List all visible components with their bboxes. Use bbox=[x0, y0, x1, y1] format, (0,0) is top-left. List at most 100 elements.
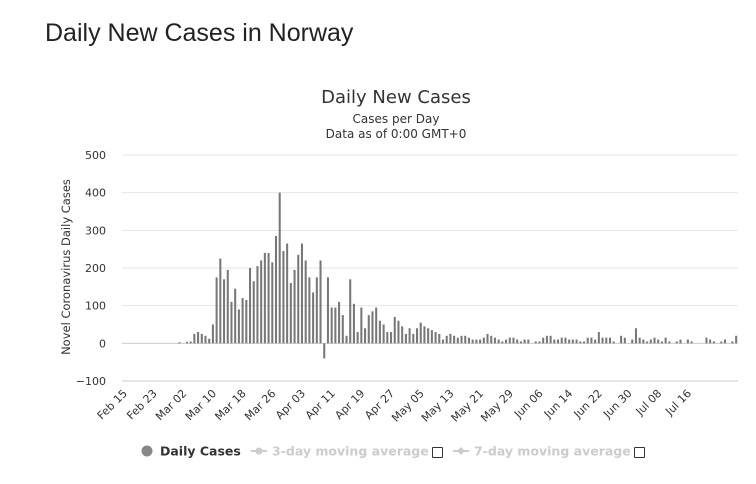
bar[interactable] bbox=[709, 339, 712, 344]
bar[interactable] bbox=[449, 333, 452, 344]
bar[interactable] bbox=[219, 258, 222, 344]
bar[interactable] bbox=[263, 252, 266, 344]
bar[interactable] bbox=[608, 337, 611, 344]
bar[interactable] bbox=[497, 339, 500, 344]
bar[interactable] bbox=[642, 339, 645, 344]
bar[interactable] bbox=[185, 341, 188, 344]
bar[interactable] bbox=[575, 339, 578, 344]
bar[interactable] bbox=[482, 337, 485, 344]
bar[interactable] bbox=[434, 332, 437, 344]
bar[interactable] bbox=[300, 243, 303, 344]
bar[interactable] bbox=[590, 337, 593, 344]
bar[interactable] bbox=[297, 254, 300, 344]
bar[interactable] bbox=[490, 335, 493, 344]
bar[interactable] bbox=[549, 335, 552, 344]
bar[interactable] bbox=[397, 320, 400, 344]
bar[interactable] bbox=[471, 339, 474, 344]
bar[interactable] bbox=[445, 335, 448, 344]
bar[interactable] bbox=[386, 332, 389, 344]
bar[interactable] bbox=[241, 298, 244, 344]
bar[interactable] bbox=[312, 292, 315, 344]
bar[interactable] bbox=[349, 279, 352, 344]
bar[interactable] bbox=[557, 339, 560, 344]
bar[interactable] bbox=[404, 333, 407, 344]
legend-7day-checkbox[interactable] bbox=[634, 447, 645, 458]
bar[interactable] bbox=[538, 341, 541, 344]
bar[interactable] bbox=[638, 337, 641, 344]
bar[interactable] bbox=[412, 333, 415, 344]
bar[interactable] bbox=[215, 277, 218, 344]
legend-3day-checkbox[interactable] bbox=[432, 447, 443, 458]
bar[interactable] bbox=[723, 339, 727, 344]
bar[interactable] bbox=[441, 339, 445, 344]
bar[interactable] bbox=[282, 251, 285, 344]
bar[interactable] bbox=[278, 192, 281, 344]
bar[interactable] bbox=[542, 337, 545, 344]
bar[interactable] bbox=[516, 339, 519, 344]
bar[interactable] bbox=[686, 339, 689, 344]
bar[interactable] bbox=[605, 337, 608, 344]
bar[interactable] bbox=[623, 337, 626, 344]
bar[interactable] bbox=[731, 341, 734, 344]
bar[interactable] bbox=[200, 333, 203, 344]
bar[interactable] bbox=[571, 339, 574, 344]
bar[interactable] bbox=[364, 328, 367, 344]
bar[interactable] bbox=[245, 300, 248, 344]
bar[interactable] bbox=[523, 339, 526, 344]
bar[interactable] bbox=[601, 337, 604, 344]
bar[interactable] bbox=[479, 339, 482, 344]
bar[interactable] bbox=[512, 337, 515, 344]
bar[interactable] bbox=[579, 341, 582, 344]
bar[interactable] bbox=[519, 341, 522, 344]
bar[interactable] bbox=[260, 260, 263, 344]
bar[interactable] bbox=[486, 333, 489, 344]
bar[interactable] bbox=[423, 326, 426, 344]
legend-marker-daily-cases[interactable] bbox=[141, 445, 153, 457]
bar[interactable] bbox=[493, 337, 496, 344]
bar[interactable] bbox=[237, 309, 240, 344]
bar[interactable] bbox=[460, 335, 463, 344]
bar[interactable] bbox=[367, 315, 370, 344]
bar[interactable] bbox=[464, 335, 467, 344]
bar[interactable] bbox=[456, 337, 459, 344]
legend-marker-7day[interactable] bbox=[457, 447, 465, 455]
bar[interactable] bbox=[226, 269, 229, 344]
bar[interactable] bbox=[453, 335, 456, 344]
bar[interactable] bbox=[249, 268, 252, 344]
bar[interactable] bbox=[326, 277, 329, 344]
bar[interactable] bbox=[712, 341, 715, 344]
bar[interactable] bbox=[352, 303, 355, 344]
bar[interactable] bbox=[582, 341, 586, 344]
bar[interactable] bbox=[653, 337, 656, 344]
bar[interactable] bbox=[223, 279, 226, 344]
bar[interactable] bbox=[360, 307, 363, 344]
bar[interactable] bbox=[419, 322, 422, 344]
bar[interactable] bbox=[505, 339, 508, 344]
bar[interactable] bbox=[334, 307, 337, 344]
bar[interactable] bbox=[501, 341, 504, 344]
bar[interactable] bbox=[612, 341, 615, 344]
bar[interactable] bbox=[252, 281, 255, 344]
bar[interactable] bbox=[274, 235, 278, 344]
bar[interactable] bbox=[646, 341, 649, 344]
bar[interactable] bbox=[594, 339, 597, 344]
bar[interactable] bbox=[338, 301, 341, 344]
bar[interactable] bbox=[568, 339, 571, 344]
bar[interactable] bbox=[586, 337, 589, 344]
bar[interactable] bbox=[527, 339, 530, 344]
bar[interactable] bbox=[308, 277, 311, 344]
bar[interactable] bbox=[690, 341, 693, 344]
bar[interactable] bbox=[289, 283, 292, 344]
bar[interactable] bbox=[193, 333, 196, 344]
bar[interactable] bbox=[427, 328, 430, 344]
bar[interactable] bbox=[660, 341, 663, 344]
bar[interactable] bbox=[649, 339, 652, 344]
bar[interactable] bbox=[293, 269, 296, 344]
bar[interactable] bbox=[508, 337, 511, 344]
bar[interactable] bbox=[664, 337, 667, 344]
legend-label-daily-cases[interactable]: Daily Cases bbox=[160, 444, 241, 459]
bar[interactable] bbox=[534, 341, 537, 344]
legend-label-7day[interactable]: 7-day moving average bbox=[474, 444, 631, 459]
bar[interactable] bbox=[735, 335, 738, 344]
bar[interactable] bbox=[356, 332, 359, 344]
